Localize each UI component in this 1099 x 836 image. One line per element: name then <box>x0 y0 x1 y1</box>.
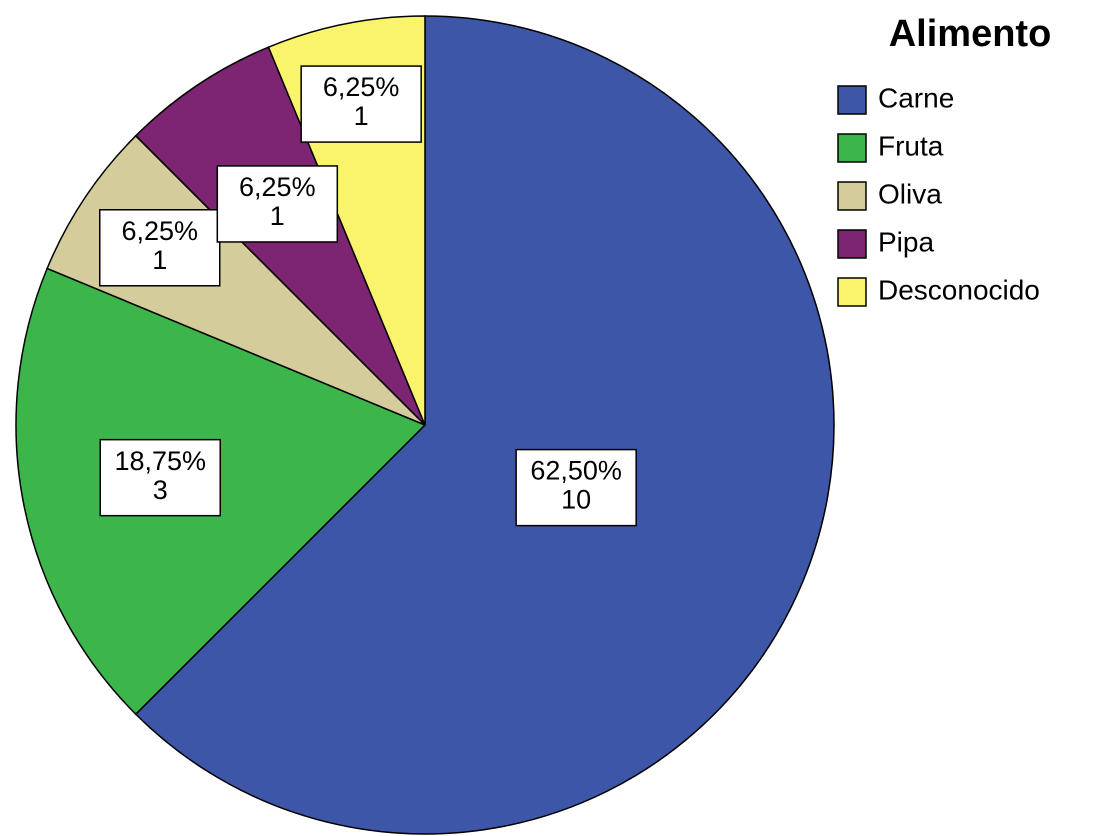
legend-label: Oliva <box>878 178 942 209</box>
legend-label: Fruta <box>878 130 944 161</box>
count-label: 1 <box>152 245 167 275</box>
label-box <box>99 438 221 517</box>
legend-title: Alimento <box>889 13 1052 55</box>
count-label: 10 <box>561 485 591 515</box>
label-box <box>98 209 221 287</box>
pie-slice <box>46 134 426 426</box>
count-label: 1 <box>354 101 369 131</box>
legend-swatch <box>837 181 867 211</box>
legend-swatch <box>837 85 867 115</box>
legend-label: Pipa <box>878 226 934 257</box>
data-label: 62,50% <box>530 456 622 486</box>
count-label: 1 <box>270 201 285 231</box>
legend-label: Carne <box>878 82 954 113</box>
label-box <box>216 165 339 243</box>
legend-swatch <box>837 133 867 163</box>
data-label: 6,25% <box>323 72 400 102</box>
data-label: 18,75% <box>114 446 206 476</box>
legend-label: Desconocido <box>878 274 1040 305</box>
legend-swatch <box>837 277 867 307</box>
label-box <box>300 65 422 143</box>
count-label: 3 <box>153 475 168 505</box>
label-box <box>515 448 637 527</box>
legend-swatch <box>837 229 867 259</box>
pie-slice <box>134 15 835 835</box>
data-label: 6,25% <box>239 172 316 202</box>
data-label: 6,25% <box>121 216 198 246</box>
